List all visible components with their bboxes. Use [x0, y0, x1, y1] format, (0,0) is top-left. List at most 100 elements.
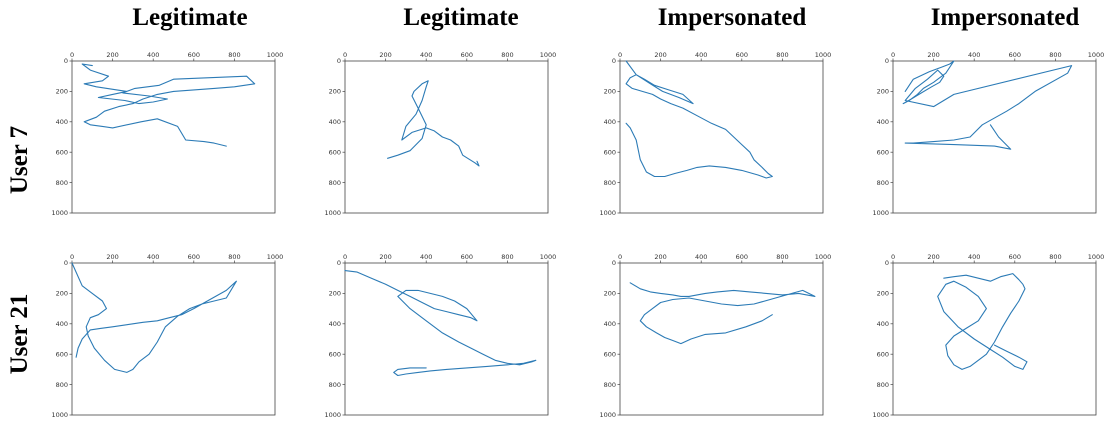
x-tick-label: 800 [776, 253, 788, 261]
y-tick-label: 400 [877, 320, 889, 328]
x-tick-label: 1000 [815, 253, 832, 261]
column-title: Impersonated [930, 4, 1080, 31]
y-tick-label: 600 [56, 350, 68, 358]
x-tick-label: 600 [736, 253, 748, 261]
x-tick-label: 200 [379, 253, 391, 261]
y-tick-label: 400 [604, 320, 616, 328]
row-label-user-7: User 7 [6, 125, 33, 195]
x-tick-label: 200 [106, 51, 118, 59]
x-tick-label: 400 [968, 253, 980, 261]
y-tick-label: 600 [604, 350, 616, 358]
x-tick-label: 600 [736, 51, 748, 59]
x-tick-label: 1000 [815, 51, 832, 59]
x-tick-label: 0 [70, 51, 74, 59]
x-tick-label: 1000 [1088, 253, 1104, 261]
y-tick-label: 200 [56, 290, 68, 298]
x-tick-label: 200 [927, 51, 939, 59]
trajectory-panel: 0 200 400 600 800 1000 0 200 400 600 800 1000 [51, 253, 283, 419]
plot-frame [71, 262, 276, 416]
x-tick-label: 400 [695, 253, 707, 261]
x-tick-label: 800 [1049, 51, 1061, 59]
x-tick-label: 0 [891, 253, 895, 261]
y-tick-label: 600 [329, 350, 341, 358]
y-tick-label: 200 [604, 290, 616, 298]
y-tick-label: 200 [329, 290, 341, 298]
x-tick-label: 1000 [267, 51, 284, 59]
y-tick-label: 600 [877, 148, 889, 156]
y-tick-label: 1000 [51, 209, 68, 217]
y-tick-label: 800 [56, 179, 68, 187]
y-tick-label: 800 [604, 381, 616, 389]
x-tick-label: 200 [379, 51, 391, 59]
x-tick-label: 800 [228, 51, 240, 59]
y-tick-label: 800 [329, 179, 341, 187]
y-tick-label: 1000 [324, 411, 341, 419]
x-tick-label: 400 [420, 51, 432, 59]
x-tick-label: 600 [188, 51, 200, 59]
mouse-trajectory-line [81, 63, 256, 147]
x-tick-label: 800 [501, 253, 513, 261]
y-tick-label: 400 [604, 118, 616, 126]
y-tick-label: 0 [337, 259, 341, 267]
plot-frame [892, 262, 1097, 416]
x-tick-label: 0 [618, 253, 622, 261]
y-tick-label: 400 [56, 320, 68, 328]
plot-frame [619, 262, 824, 416]
x-tick-label: 1000 [540, 51, 557, 59]
y-tick-label: 600 [329, 148, 341, 156]
y-tick-label: 800 [877, 381, 889, 389]
x-tick-label: 400 [968, 51, 980, 59]
mouse-trajectory-line [71, 262, 237, 373]
y-tick-label: 1000 [872, 209, 889, 217]
x-tick-label: 1000 [540, 253, 557, 261]
y-tick-label: 800 [56, 381, 68, 389]
x-tick-label: 200 [106, 253, 118, 261]
plot-frame [619, 60, 824, 214]
y-tick-label: 600 [877, 350, 889, 358]
x-tick-label: 1000 [1088, 51, 1104, 59]
plot-frame [344, 262, 549, 416]
plot-frame [71, 60, 276, 214]
x-tick-label: 800 [228, 253, 240, 261]
y-tick-label: 200 [329, 88, 341, 96]
x-tick-label: 800 [1049, 253, 1061, 261]
y-tick-label: 0 [612, 57, 616, 65]
y-tick-label: 400 [329, 118, 341, 126]
x-tick-label: 1000 [267, 253, 284, 261]
x-tick-label: 0 [891, 51, 895, 59]
x-tick-label: 0 [343, 253, 347, 261]
trajectory-panel: 0 200 400 600 800 1000 0 200 400 600 800 1000 [599, 51, 831, 217]
mouse-trajectory-line [344, 270, 537, 377]
mouse-trajectory-line [625, 60, 773, 179]
trajectory-panel: 0 200 400 600 800 1000 0 200 400 600 800 1000 [324, 253, 556, 419]
y-tick-label: 400 [329, 320, 341, 328]
x-tick-label: 600 [461, 51, 473, 59]
y-tick-label: 0 [64, 57, 68, 65]
trajectory-panel: 0 200 400 600 800 1000 0 200 400 600 800 1000 [872, 253, 1104, 419]
mouse-trajectory-line [937, 273, 1028, 370]
column-title: Impersonated [657, 4, 807, 31]
y-tick-label: 1000 [51, 411, 68, 419]
y-tick-label: 200 [604, 88, 616, 96]
y-tick-label: 200 [56, 88, 68, 96]
y-tick-label: 0 [885, 57, 889, 65]
y-tick-label: 600 [56, 148, 68, 156]
y-tick-label: 0 [612, 259, 616, 267]
column-title: Legitimate [132, 4, 248, 31]
x-tick-label: 400 [147, 51, 159, 59]
y-tick-label: 1000 [599, 411, 616, 419]
y-tick-label: 400 [56, 118, 68, 126]
mouse-trajectory-line [387, 80, 480, 167]
x-tick-label: 600 [1009, 51, 1021, 59]
x-tick-label: 600 [1009, 253, 1021, 261]
x-tick-label: 200 [654, 253, 666, 261]
mouse-trajectory-line [629, 282, 816, 345]
trajectory-panel: 0 200 400 600 800 1000 0 200 400 600 800 1000 [599, 253, 831, 419]
y-tick-label: 200 [877, 290, 889, 298]
x-tick-label: 800 [776, 51, 788, 59]
x-tick-label: 200 [927, 253, 939, 261]
column-title: Legitimate [403, 4, 519, 31]
y-tick-label: 200 [877, 88, 889, 96]
x-tick-label: 800 [501, 51, 513, 59]
x-tick-label: 0 [618, 51, 622, 59]
